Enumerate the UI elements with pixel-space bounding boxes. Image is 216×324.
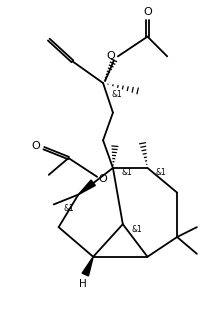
- Polygon shape: [78, 180, 95, 195]
- Text: O: O: [106, 52, 115, 61]
- Text: O: O: [32, 141, 40, 151]
- Text: &1: &1: [131, 225, 142, 234]
- Text: H: H: [79, 279, 87, 289]
- Text: &1: &1: [156, 168, 167, 177]
- Polygon shape: [82, 257, 93, 276]
- Text: &1: &1: [121, 168, 132, 177]
- Text: &1: &1: [111, 90, 122, 99]
- Text: O: O: [99, 174, 107, 184]
- Text: &1: &1: [63, 204, 74, 213]
- Text: O: O: [143, 7, 152, 17]
